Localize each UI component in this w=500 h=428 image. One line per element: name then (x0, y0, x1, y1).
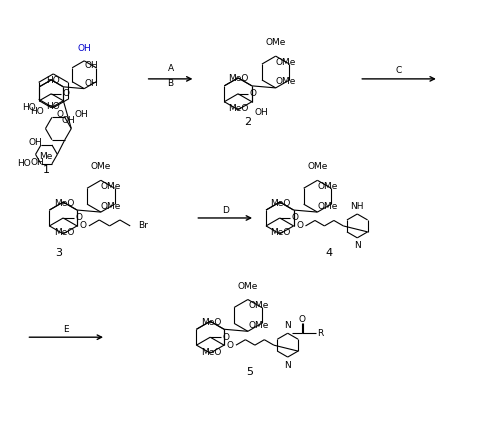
Text: O: O (62, 89, 70, 98)
Text: OMe: OMe (276, 77, 296, 86)
Text: O: O (292, 214, 298, 223)
Text: N: N (284, 321, 291, 330)
Text: MeO: MeO (200, 318, 221, 327)
Text: OH: OH (62, 116, 76, 125)
Text: O: O (296, 221, 303, 230)
Text: OMe: OMe (90, 162, 111, 171)
Text: E: E (64, 325, 69, 334)
Text: OMe: OMe (101, 202, 121, 211)
Text: OH: OH (84, 79, 98, 88)
Text: A: A (168, 65, 173, 74)
Text: Br: Br (138, 221, 148, 230)
Text: OMe: OMe (248, 321, 268, 330)
Text: HO: HO (18, 159, 31, 168)
Text: O: O (57, 110, 64, 119)
Text: OMe: OMe (318, 202, 338, 211)
Text: NH: NH (350, 202, 364, 211)
Text: OH: OH (78, 44, 91, 53)
Text: 4: 4 (326, 248, 333, 258)
Text: O: O (222, 333, 229, 342)
Text: OH: OH (28, 138, 42, 147)
Text: C: C (396, 66, 402, 75)
Text: HO: HO (46, 102, 60, 111)
Text: OMe: OMe (266, 38, 286, 47)
Text: OMe: OMe (248, 301, 268, 310)
Text: O: O (298, 315, 305, 324)
Text: 5: 5 (246, 367, 254, 377)
Text: MeO: MeO (228, 74, 249, 83)
Text: HO: HO (46, 76, 60, 85)
Text: OH: OH (30, 158, 44, 167)
Text: O: O (250, 89, 257, 98)
Text: OMe: OMe (101, 182, 121, 191)
Text: B: B (168, 79, 173, 88)
Text: MeO: MeO (270, 199, 290, 208)
Text: 1: 1 (43, 166, 50, 175)
Text: 3: 3 (55, 248, 62, 258)
Text: 2: 2 (244, 117, 252, 128)
Text: O: O (226, 341, 234, 350)
Text: OMe: OMe (307, 162, 328, 171)
Text: MeO: MeO (228, 104, 249, 113)
Text: R: R (318, 329, 324, 338)
Text: OMe: OMe (238, 282, 258, 291)
Text: MeO: MeO (270, 229, 290, 238)
Text: MeO: MeO (54, 229, 74, 238)
Text: O: O (80, 221, 86, 230)
Text: Me: Me (40, 152, 52, 161)
Text: OMe: OMe (318, 182, 338, 191)
Text: OH: OH (75, 110, 88, 119)
Text: OMe: OMe (276, 58, 296, 67)
Text: OH: OH (255, 108, 268, 117)
Text: HO: HO (22, 103, 36, 112)
Text: MeO: MeO (200, 348, 221, 357)
Text: MeO: MeO (54, 199, 74, 208)
Text: N: N (354, 241, 360, 250)
Text: OH: OH (84, 61, 98, 70)
Text: N: N (284, 360, 291, 369)
Text: D: D (222, 205, 228, 214)
Text: HO: HO (30, 107, 44, 116)
Text: O: O (75, 214, 82, 223)
